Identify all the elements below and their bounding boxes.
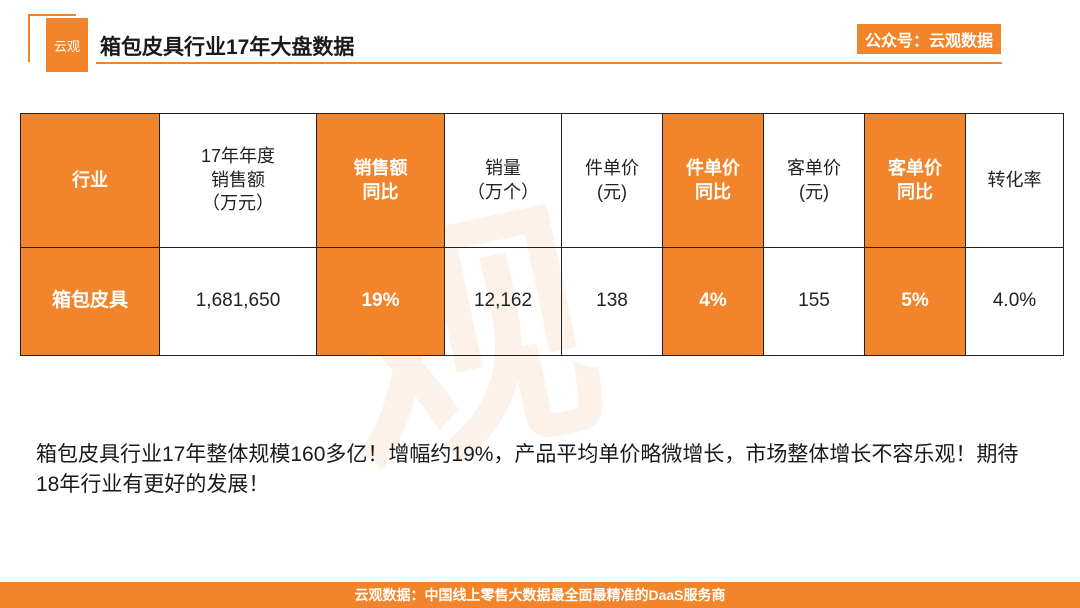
- header-cell-order-price-yoy: 客单价 同比: [864, 113, 966, 248]
- header-cell-order-price: 客单价 (元): [763, 113, 865, 248]
- brand-tag-text: 公众号：云观数据: [864, 33, 993, 50]
- industry-data-table: 行业 17年年度 销售额 （万元） 销售额 同比 销量 （万个） 件单价 (元) 件单价同…: [20, 113, 1064, 356]
- cell-sales-yoy: 19%: [316, 247, 445, 356]
- summary-text: 箱包皮具行业17年整体规模160多亿！增幅约19%，产品平均单价略微增长，市场整…: [36, 443, 1019, 496]
- header-cell-unit-price-yoy: 件单价 同比: [662, 113, 764, 248]
- header-cell-industry: 行业: [20, 113, 160, 248]
- cell-unit-price-yoy: 4%: [662, 247, 764, 356]
- table-header-row: 行业 17年年度 销售额 （万元） 销售额 同比 销量 （万个） 件单价 (元) 件单价同…: [20, 113, 1064, 248]
- footer-text: 云观数据：中国线上零售大数据最全面最精准的DaaS服务商: [354, 587, 726, 603]
- logo: 云观: [46, 18, 88, 72]
- header-divider: [96, 62, 1002, 64]
- cell-unit-price: 138: [561, 247, 663, 356]
- title-rest: 行业17年大盘数据: [184, 36, 355, 59]
- page-title: 箱包皮具行业17年大盘数据: [100, 31, 354, 61]
- cell-order-price: 155: [763, 247, 865, 356]
- cell-sales: 1,681,650: [159, 247, 317, 356]
- brand-tag: 公众号：云观数据: [856, 24, 1001, 54]
- footer-banner: 云观数据：中国线上零售大数据最全面最精准的DaaS服务商: [0, 582, 1080, 608]
- header-cell-sales-yoy: 销售额 同比: [316, 113, 445, 248]
- cell-volume: 12,162: [444, 247, 562, 356]
- cell-industry: 箱包皮具: [20, 247, 160, 356]
- logo-text: 云观: [53, 38, 80, 54]
- cell-conversion: 4.0%: [965, 247, 1064, 356]
- header-cell-conversion: 转化率: [965, 113, 1064, 248]
- cell-order-price-yoy: 5%: [864, 247, 966, 356]
- logo-frame-decoration: [28, 14, 76, 62]
- table-row: 箱包皮具 1,681,650 19% 12,162 138 4% 155 5% …: [20, 247, 1064, 356]
- header-cell-volume: 销量 （万个）: [444, 113, 562, 248]
- title-bold: 箱包皮具: [100, 36, 184, 59]
- header-cell-sales: 17年年度 销售额 （万元）: [159, 113, 317, 248]
- header-cell-unit-price: 件单价 (元): [561, 113, 663, 248]
